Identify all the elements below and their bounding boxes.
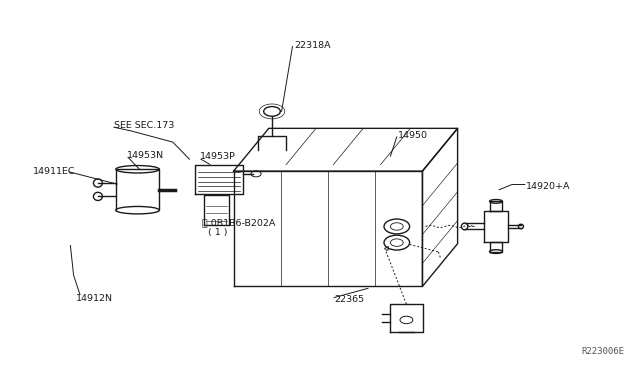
Circle shape [251,171,261,177]
Circle shape [390,223,403,230]
Text: 14950: 14950 [398,131,428,140]
Text: g: g [385,245,389,251]
Text: R223006E: R223006E [581,347,624,356]
Circle shape [400,316,413,324]
Text: 22318A: 22318A [294,41,331,50]
Ellipse shape [116,166,159,173]
Ellipse shape [518,224,524,229]
Text: 14953P: 14953P [200,153,236,161]
Text: ( 1 ): ( 1 ) [208,228,227,237]
Text: 14912N: 14912N [76,294,113,303]
Text: 14920+A: 14920+A [526,182,571,190]
Ellipse shape [490,250,502,253]
Circle shape [384,235,410,250]
Ellipse shape [461,223,468,230]
Text: Ⓑ 0B1B6-B202A: Ⓑ 0B1B6-B202A [202,219,275,228]
Ellipse shape [93,179,102,187]
Ellipse shape [490,199,502,203]
Ellipse shape [93,192,102,201]
Circle shape [384,219,410,234]
Text: SEE SEC.173: SEE SEC.173 [114,121,174,130]
Ellipse shape [116,206,159,214]
Text: 14953N: 14953N [127,151,164,160]
Text: 14911EC: 14911EC [33,167,76,176]
Circle shape [264,106,280,116]
Text: 22365: 22365 [334,295,364,304]
Circle shape [390,239,403,246]
